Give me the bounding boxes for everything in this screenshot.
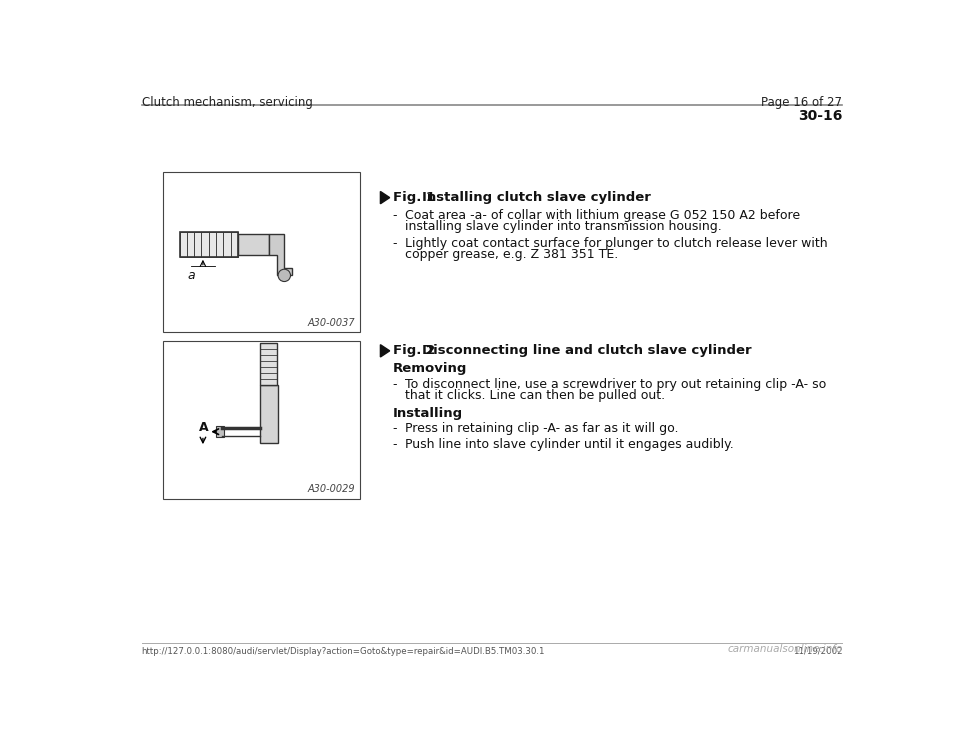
Bar (260, 355, 277, 361)
Bar (202, 232, 208, 257)
Bar (260, 379, 277, 386)
Bar (259, 386, 278, 443)
Text: a: a (187, 269, 195, 282)
Text: Lightly coat contact surface for plunger to clutch release lever with: Lightly coat contact surface for plunger… (405, 237, 828, 250)
Bar (238, 234, 269, 255)
Text: 11/19/2002: 11/19/2002 (793, 646, 842, 655)
Text: To disconnect line, use a screwdriver to pry out retaining clip -A- so: To disconnect line, use a screwdriver to… (405, 378, 827, 391)
Text: A: A (199, 421, 208, 434)
Text: -: - (393, 378, 397, 391)
Polygon shape (380, 191, 390, 204)
Bar (216, 232, 224, 257)
Text: Clutch mechanism, servicing: Clutch mechanism, servicing (142, 96, 313, 109)
Bar (224, 232, 230, 257)
Text: A30-0037: A30-0037 (308, 318, 355, 328)
Bar (260, 361, 277, 367)
Text: Installing clutch slave cylinder: Installing clutch slave cylinder (422, 191, 651, 204)
Text: that it clicks. Line can then be pulled out.: that it clicks. Line can then be pulled … (405, 389, 665, 401)
Text: 30-16: 30-16 (798, 109, 842, 123)
Bar (230, 232, 238, 257)
Bar (260, 367, 277, 373)
Circle shape (278, 269, 291, 281)
Text: Fig. 2: Fig. 2 (393, 344, 435, 357)
Text: Removing: Removing (393, 362, 468, 375)
Text: copper grease, e.g. Z 381 351 TE.: copper grease, e.g. Z 381 351 TE. (405, 248, 618, 260)
Bar (194, 232, 202, 257)
Bar (187, 232, 194, 257)
Text: -: - (393, 422, 397, 436)
Text: -: - (393, 237, 397, 250)
Bar (216, 427, 224, 437)
Bar (260, 349, 277, 355)
Polygon shape (380, 345, 390, 357)
Text: Disconnecting line and clutch slave cylinder: Disconnecting line and clutch slave cyli… (422, 344, 752, 357)
Text: Page 16 of 27: Page 16 of 27 (761, 96, 842, 109)
Text: Coat area -a- of collar with lithium grease G 052 150 A2 before: Coat area -a- of collar with lithium gre… (405, 209, 801, 222)
Text: A30-0029: A30-0029 (308, 484, 355, 494)
Bar (162, 341, 360, 499)
Text: http://127.0.0.1:8080/audi/servlet/Display?action=Goto&type=repair&id=AUDI.B5.TM: http://127.0.0.1:8080/audi/servlet/Displ… (142, 646, 545, 655)
Text: -: - (393, 438, 397, 451)
Bar (162, 172, 360, 332)
Bar (260, 373, 277, 379)
Bar (180, 232, 238, 257)
Bar (180, 232, 187, 257)
Text: Fig. 1: Fig. 1 (393, 191, 435, 204)
Text: carmanualsonline.info: carmanualsonline.info (727, 644, 842, 654)
Text: installing slave cylinder into transmission housing.: installing slave cylinder into transmiss… (405, 220, 722, 233)
Polygon shape (269, 234, 292, 275)
Text: Press in retaining clip -A- as far as it will go.: Press in retaining clip -A- as far as it… (405, 422, 679, 436)
Text: Push line into slave cylinder until it engages audibly.: Push line into slave cylinder until it e… (405, 438, 734, 451)
Bar (208, 232, 216, 257)
Bar (260, 343, 277, 349)
Bar (260, 343, 277, 386)
Text: Installing: Installing (393, 407, 463, 420)
Text: -: - (393, 209, 397, 222)
